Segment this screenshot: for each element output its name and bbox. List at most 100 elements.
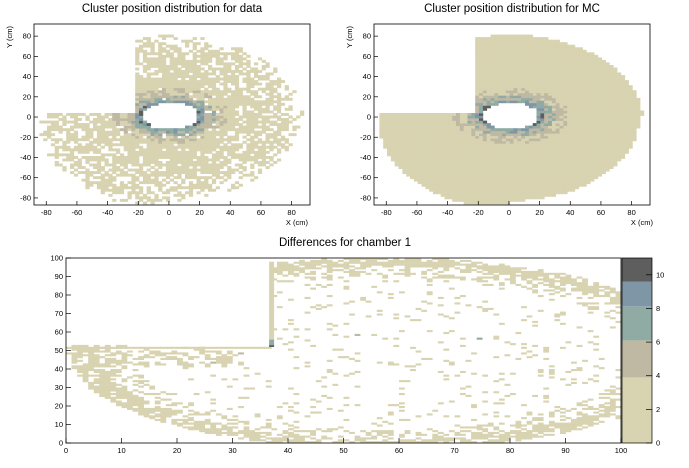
heatmap-cell: [265, 87, 270, 91]
heatmap-cell: [135, 97, 140, 101]
heatmap-cell: [498, 57, 503, 61]
heatmap-cell: [433, 161, 438, 164]
heatmap-cell: [513, 90, 518, 94]
heatmap-cell: [265, 100, 270, 104]
heatmap-cell: [154, 62, 159, 66]
heatmap-cell: [238, 97, 243, 101]
heatmap-cell: [429, 118, 434, 121]
heatmap-cell: [215, 173, 220, 177]
heatmap-cell: [601, 102, 606, 106]
heatmap-cell: [181, 82, 186, 86]
heatmap-cell: [505, 97, 511, 101]
heatmap-cell: [613, 145, 618, 149]
heatmap-cell: [628, 95, 633, 99]
heatmap-cell: [479, 47, 484, 51]
heatmap-cell: [586, 54, 591, 58]
y-tick-label: 0: [27, 113, 31, 122]
heatmap-cell: [482, 85, 488, 89]
heatmap-cell: [479, 128, 484, 132]
heatmap-cell: [486, 77, 491, 81]
heatmap-cell: [425, 178, 430, 182]
heatmap-cell: [444, 181, 449, 185]
heatmap-cell: [486, 145, 491, 149]
heatmap-cell: [525, 97, 530, 101]
heatmap-cell: [490, 39, 495, 43]
heatmap-cell: [123, 125, 128, 129]
heatmap-cell: [231, 95, 236, 99]
heatmap-cell: [479, 42, 484, 46]
heatmap-cell: [513, 143, 518, 147]
heatmap-cell: [150, 145, 155, 149]
heatmap-cell: [238, 156, 243, 159]
heatmap-cell: [196, 128, 201, 132]
heatmap-cell: [601, 128, 606, 132]
heatmap-cell: [513, 145, 518, 149]
heatmap-cell: [204, 193, 209, 197]
heatmap-cell: [440, 113, 445, 116]
heatmap-cell: [502, 171, 507, 174]
heatmap-cell: [613, 77, 618, 81]
heatmap-cell: [215, 145, 220, 149]
heatmap-cell: [544, 138, 549, 142]
heatmap-cell: [277, 105, 282, 109]
heatmap-cell: [119, 140, 125, 144]
heatmap-cell: [246, 90, 251, 94]
heatmap-cell: [139, 92, 144, 96]
heatmap-cell: [601, 120, 606, 124]
heatmap-cell: [165, 130, 171, 134]
heatmap-cell: [231, 113, 236, 116]
heatmap-cell: [154, 163, 159, 167]
heatmap-cell: [288, 143, 293, 147]
heatmap-cell: [452, 123, 457, 126]
heatmap-cell: [605, 67, 610, 71]
heatmap-cell: [513, 39, 518, 43]
heatmap-cell: [162, 171, 167, 174]
heatmap-cell: [146, 97, 151, 101]
heatmap-cell: [96, 166, 102, 169]
heatmap-cell: [559, 75, 564, 78]
heatmap-cell: [609, 82, 614, 86]
heatmap-cell: [196, 65, 201, 68]
heatmap-cell: [208, 125, 213, 129]
heatmap-cell: [280, 118, 286, 121]
heatmap-cell: [436, 130, 442, 134]
heatmap-cell: [594, 70, 599, 73]
heatmap-cell: [142, 102, 148, 106]
heatmap-cell: [590, 118, 595, 121]
heatmap-cell: [574, 107, 580, 111]
heatmap-cell: [490, 171, 495, 174]
heatmap-cell: [479, 113, 484, 116]
heatmap-cell: [436, 133, 442, 137]
heatmap-cell: [47, 120, 52, 124]
heatmap-cell: [200, 52, 205, 56]
heatmap-cell: [471, 183, 476, 187]
heatmap-cell: [525, 34, 530, 38]
heatmap-cell: [482, 80, 488, 83]
heatmap-cell: [459, 161, 465, 164]
heatmap-cell: [192, 183, 197, 187]
heatmap-cell: [632, 135, 637, 139]
heatmap-cell: [540, 140, 545, 144]
heatmap-cell: [135, 92, 140, 96]
heatmap-cell: [502, 161, 507, 164]
heatmap-cell: [192, 65, 197, 68]
heatmap-cell: [548, 90, 553, 94]
heatmap-cell: [150, 87, 155, 91]
heatmap-cell: [578, 85, 583, 89]
heatmap-cell: [494, 52, 499, 56]
heatmap-cell: [181, 95, 186, 99]
heatmap-cell: [563, 150, 568, 154]
heatmap-cell: [563, 92, 568, 96]
heatmap-cell: [490, 148, 495, 152]
heatmap-cell: [223, 102, 228, 106]
heatmap-cell: [421, 115, 426, 119]
heatmap-cell: [234, 54, 240, 58]
heatmap-cell: [47, 125, 52, 129]
heatmap-cell: [135, 150, 140, 154]
heatmap-cell: [471, 166, 476, 169]
heatmap-cell: [601, 140, 606, 144]
heatmap-cell: [613, 92, 618, 96]
heatmap-cell: [181, 52, 186, 56]
heatmap-cell: [246, 123, 251, 126]
heatmap-cell: [188, 173, 194, 177]
